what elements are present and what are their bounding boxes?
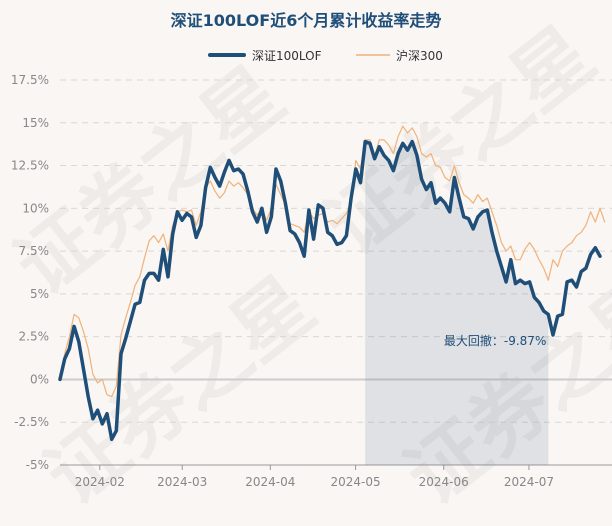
y-tick-label: 15% [22, 116, 49, 130]
legend: 深证100LOF 沪深300 [208, 49, 443, 63]
y-tick-label: 17.5% [11, 73, 49, 87]
x-tick-label: 2024-07 [504, 475, 554, 489]
x-tick-label: 2024-02 [75, 475, 125, 489]
max-drawdown-area [365, 141, 549, 465]
x-tick-label: 2024-04 [245, 475, 295, 489]
y-tick-label: 5% [30, 287, 49, 301]
y-axis-ticks: 17.5% 15% 12.5% 10% 7.5% 5% 2.5% 0% -2.5% -5% [11, 73, 49, 472]
y-tick-label: 0% [30, 372, 49, 386]
max-drawdown-label: 最大回撤：-9.87% [444, 333, 546, 348]
series-line-hs300 [59, 125, 606, 398]
series-line-szse100 [58, 139, 602, 442]
legend-label-hs300: 沪深300 [396, 49, 443, 63]
y-tick-label: 2.5% [19, 330, 50, 344]
x-tick-label: 2024-05 [331, 475, 381, 489]
y-tick-label: 12.5% [11, 159, 49, 173]
chart-title: 深证100LOF近6个月累计收益率走势 [171, 11, 442, 30]
y-tick-label: -5% [26, 458, 49, 472]
cumulative-return-chart: 深证100LOF近6个月累计收益率走势 深证100LOF 沪深300 17.5%… [11, 11, 612, 489]
x-axis-ticks: 2024-02 2024-03 2024-04 2024-05 2024-06 2024-… [60, 464, 612, 489]
x-tick-label: 2024-06 [419, 475, 469, 489]
legend-label-szse100: 深证100LOF [252, 49, 322, 63]
x-tick-label: 2024-03 [157, 475, 207, 489]
y-tick-label: 7.5% [19, 244, 50, 258]
y-tick-label: -2.5% [14, 415, 49, 429]
plot-area: 最大回撤：-9.87% [58, 125, 606, 465]
y-tick-label: 10% [22, 201, 49, 215]
